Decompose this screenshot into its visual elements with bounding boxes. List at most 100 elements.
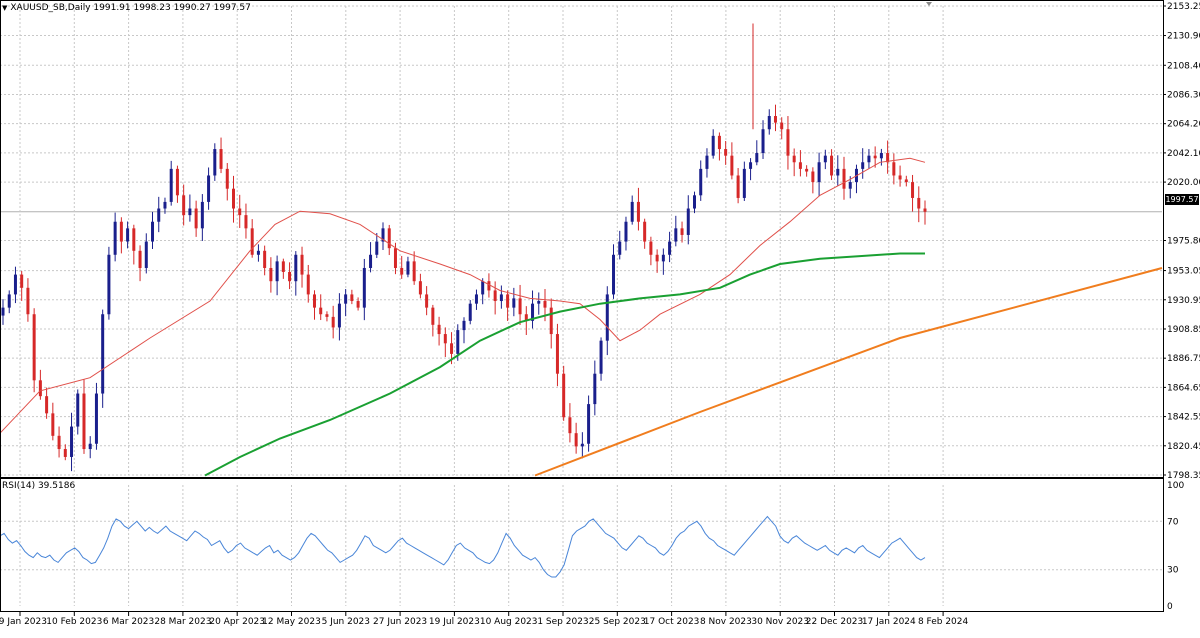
bear-candle[interactable] [898, 175, 902, 180]
bear-candle[interactable] [119, 221, 123, 242]
bull-candle[interactable] [630, 201, 634, 222]
bear-candle[interactable] [132, 228, 136, 251]
bull-candle[interactable] [13, 274, 17, 295]
bear-candle[interactable] [393, 248, 397, 268]
bull-candle[interactable] [512, 298, 516, 308]
bull-candle[interactable] [742, 168, 746, 198]
price-pane[interactable] [0, 23, 1163, 477]
bear-candle[interactable] [792, 155, 796, 163]
bear-candle[interactable] [443, 334, 447, 344]
bull-candle[interactable] [879, 153, 883, 159]
bear-candle[interactable] [281, 261, 285, 272]
bull-candle[interactable] [275, 261, 279, 282]
bear-candle[interactable] [886, 153, 890, 163]
bull-candle[interactable] [151, 221, 155, 242]
bull-candle[interactable] [767, 116, 771, 130]
bear-candle[interactable] [904, 179, 908, 183]
bear-candle[interactable] [450, 343, 454, 354]
bear-candle[interactable] [418, 281, 422, 295]
bear-candle[interactable] [356, 301, 360, 308]
bear-candle[interactable] [811, 171, 815, 183]
bear-candle[interactable] [562, 373, 566, 418]
bull-candle[interactable] [867, 155, 871, 163]
bear-candle[interactable] [568, 417, 572, 434]
bull-candle[interactable] [711, 135, 715, 156]
bear-candle[interactable] [873, 155, 877, 159]
bull-candle[interactable] [126, 228, 130, 242]
bear-candle[interactable] [773, 116, 777, 123]
bull-candle[interactable] [70, 426, 74, 457]
bull-candle[interactable] [7, 294, 11, 308]
bull-candle[interactable] [169, 168, 173, 202]
bear-candle[interactable] [138, 250, 142, 268]
bull-candle[interactable] [580, 443, 584, 447]
bear-candle[interactable] [412, 261, 416, 282]
bear-candle[interactable] [38, 380, 42, 397]
bear-candle[interactable] [219, 149, 223, 169]
bull-candle[interactable] [188, 208, 192, 216]
bull-candle[interactable] [537, 301, 541, 304]
bear-candle[interactable] [312, 294, 316, 308]
bull-candle[interactable] [761, 129, 765, 154]
bear-candle[interactable] [182, 195, 186, 216]
bear-candle[interactable] [555, 334, 559, 374]
bull-candle[interactable] [481, 281, 485, 295]
bear-candle[interactable] [892, 162, 896, 176]
rsi-pane[interactable] [0, 515, 926, 578]
bear-candle[interactable] [194, 208, 198, 229]
bear-candle[interactable] [911, 182, 915, 198]
bull-candle[interactable] [207, 175, 211, 202]
bear-candle[interactable] [643, 221, 647, 242]
bear-candle[interactable] [387, 228, 391, 249]
bear-candle[interactable] [680, 228, 684, 235]
bull-candle[interactable] [705, 155, 709, 169]
bull-candle[interactable] [76, 393, 80, 427]
bear-candle[interactable] [506, 294, 510, 308]
bear-candle[interactable] [82, 393, 86, 450]
bull-candle[interactable] [693, 195, 696, 209]
bear-candle[interactable] [250, 228, 254, 255]
bear-candle[interactable] [269, 267, 273, 282]
bear-candle[interactable] [431, 307, 435, 325]
bear-candle[interactable] [805, 168, 809, 172]
bull-candle[interactable] [599, 340, 603, 374]
bull-candle[interactable] [531, 303, 535, 321]
bear-candle[interactable] [655, 254, 659, 262]
bear-candle[interactable] [319, 307, 323, 315]
bull-candle[interactable] [107, 254, 111, 315]
bull-candle[interactable] [375, 241, 379, 255]
bear-candle[interactable] [730, 155, 734, 176]
bull-candle[interactable] [369, 254, 373, 268]
bear-candle[interactable] [325, 314, 329, 317]
bear-candle[interactable] [574, 433, 578, 447]
bull-candle[interactable] [144, 241, 148, 268]
bear-candle[interactable] [425, 294, 429, 308]
bull-candle[interactable] [362, 267, 366, 308]
bull-candle[interactable] [94, 393, 98, 444]
bull-candle[interactable] [755, 153, 759, 163]
bear-candle[interactable] [437, 324, 441, 335]
bear-candle[interactable] [518, 298, 522, 315]
bear-candle[interactable] [543, 301, 547, 308]
bull-candle[interactable] [1, 307, 5, 316]
bull-candle[interactable] [612, 254, 616, 295]
bull-candle[interactable] [213, 149, 217, 176]
bear-candle[interactable] [649, 241, 653, 255]
bull-candle[interactable] [294, 254, 298, 282]
bull-candle[interactable] [157, 208, 161, 222]
bull-candle[interactable] [668, 241, 672, 255]
bear-candle[interactable] [493, 290, 497, 302]
bull-candle[interactable] [456, 330, 460, 354]
bear-candle[interactable] [175, 168, 179, 196]
bull-candle[interactable] [749, 162, 753, 169]
bull-candle[interactable] [605, 294, 609, 341]
bear-candle[interactable] [487, 281, 491, 291]
bear-candle[interactable] [26, 287, 30, 315]
bear-candle[interactable] [51, 413, 55, 436]
bear-candle[interactable] [917, 197, 921, 209]
bull-candle[interactable] [381, 228, 385, 242]
collapse-arrow-icon[interactable]: ▼ [2, 4, 8, 12]
bull-candle[interactable] [200, 201, 204, 229]
